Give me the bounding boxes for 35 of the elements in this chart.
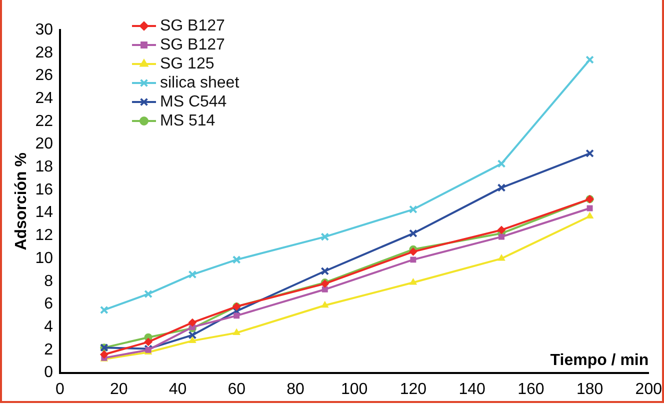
y-tick-label: 2 (44, 341, 54, 358)
y-tick-label: 20 (35, 136, 54, 153)
legend-label: SG 125 (160, 55, 214, 72)
x-tick-label: 40 (168, 380, 187, 398)
x-tick-label: 140 (458, 380, 486, 398)
x-tick-label: 60 (228, 380, 246, 398)
legend-label: MS 514 (160, 112, 216, 130)
y-tick-label: 10 (35, 250, 54, 267)
y-tick-label: 24 (35, 90, 54, 107)
x-tick-label: 80 (286, 380, 304, 398)
legend-label: SG B127 (160, 36, 226, 54)
y-axis-title: Adsorción % (13, 152, 30, 250)
legend-label: MS C544 (160, 93, 227, 110)
y-tick-label: 26 (35, 67, 54, 84)
y-tick-label: 4 (44, 318, 54, 336)
x-tick-label: 120 (400, 380, 427, 398)
y-tick-label: 14 (35, 204, 54, 222)
x-tick-label: 100 (340, 380, 368, 398)
y-tick-label: 12 (35, 227, 54, 244)
y-tick-label: 30 (35, 21, 54, 38)
y-tick-label: 28 (35, 44, 54, 62)
x-tick-label: 160 (518, 380, 544, 398)
y-tick-label: 18 (35, 158, 54, 176)
x-tick-label: 20 (110, 380, 128, 398)
x-tick-label: 0 (56, 380, 65, 398)
y-tick-label: 8 (44, 272, 54, 290)
y-tick-label: 6 (44, 296, 54, 313)
x-tick-label: 200 (635, 380, 662, 398)
y-tick-label: 0 (44, 364, 54, 382)
legend-label: silica sheet (160, 74, 240, 92)
y-tick-label: 22 (35, 112, 54, 130)
x-tick-label: 180 (576, 380, 604, 398)
y-tick-label: 16 (35, 181, 54, 198)
x-axis-title: Tiempo / min (550, 352, 649, 370)
legend-label: SG B127 (160, 17, 226, 34)
